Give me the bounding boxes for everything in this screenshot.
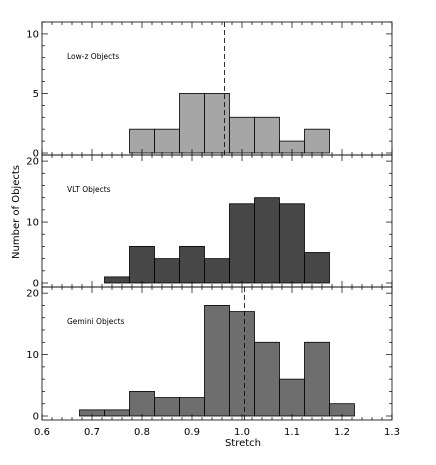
y-tick-label: 10 [26,350,39,361]
histogram-bar [204,305,230,417]
histogram-bar [154,258,180,284]
y-tick-label: 5 [33,89,39,100]
histogram-bar [254,341,280,417]
panels-group: 0 5 10 Low-z Objects 0 10 20 VLT Objects 0 10 20 Ge… [26,21,393,423]
histogram-bar [154,397,180,417]
histogram-bar [279,203,305,284]
histogram-bar [304,128,330,154]
histogram-bar [229,311,255,417]
histogram-bar [129,391,155,417]
histogram-bar [204,258,230,284]
y-tick-label: 0 [33,279,39,290]
histogram-bar [104,409,130,417]
panel-label: Low-z Objects [67,52,119,61]
x-tick-label: 0.9 [184,427,200,438]
histogram-bar [179,93,205,154]
y-tick-label: 0 [33,412,39,423]
histogram-bar [204,93,230,154]
x-tick-label: 0.7 [84,427,100,438]
x-tick-label: 0.6 [34,427,50,438]
panel-label: VLT Objects [67,185,111,194]
histogram-bar [229,116,255,154]
x-tick-label: 1.2 [334,427,350,438]
histogram-bar [304,341,330,417]
histogram-bar [254,116,280,154]
y-tick-label: 10 [26,29,39,40]
histogram-bar [104,276,130,284]
x-tick-label: 1.1 [284,427,300,438]
histogram-bar [179,397,205,417]
x-tick-label: 1.0 [234,427,250,438]
histogram-bar [154,128,180,154]
histogram-bar [179,246,205,284]
y-tick-label: 10 [26,218,39,229]
histogram-bar [254,197,280,284]
histogram-panel: 0 10 20 VLT Objects [26,154,393,290]
panel-label: Gemini Objects [67,317,124,326]
y-tick-label: 20 [26,289,39,300]
y-axis-title: Number of Objects [11,165,22,259]
histogram-panel: 0 10 20 Gemini Objects [26,286,393,423]
y-tick-label: 20 [26,157,39,168]
histogram-bar [229,203,255,284]
histogram-bar [304,252,330,284]
histogram-bar [129,246,155,284]
x-tick-label: 0.8 [134,427,150,438]
x-tick-label: 1.3 [384,427,400,438]
x-axis-title: Stretch [225,438,261,449]
y-tick-label: 0 [33,149,39,160]
histogram-bar [279,378,305,417]
panel-frame [41,286,393,421]
histogram-panel: 0 5 10 Low-z Objects [26,21,393,160]
x-axis: 0.6 0.7 0.8 0.9 1.0 1.1 1.2 1.3 [34,427,400,438]
